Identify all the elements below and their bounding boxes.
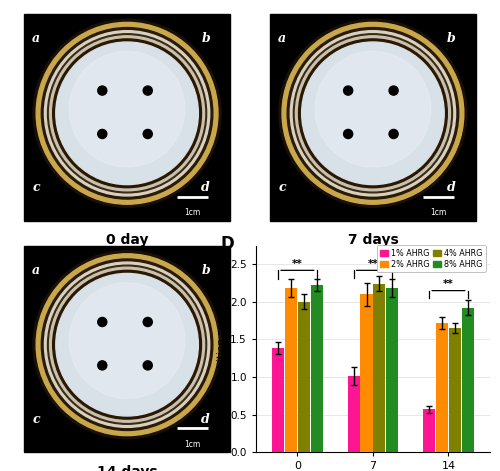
Circle shape [69, 51, 185, 167]
Circle shape [302, 42, 444, 185]
Circle shape [98, 317, 107, 326]
Circle shape [143, 361, 152, 370]
Circle shape [52, 270, 202, 419]
Text: a: a [278, 32, 286, 45]
Bar [310, 285, 323, 452]
Circle shape [50, 267, 204, 422]
Circle shape [50, 36, 204, 191]
Circle shape [98, 86, 107, 95]
Text: d: d [201, 413, 210, 426]
Text: c: c [32, 413, 40, 426]
Circle shape [294, 34, 452, 193]
Text: 0 day: 0 day [106, 233, 148, 247]
Circle shape [33, 19, 221, 207]
Circle shape [44, 31, 209, 196]
Bar [386, 288, 398, 452]
Circle shape [290, 31, 456, 196]
Bar [272, 349, 284, 452]
Bar [373, 284, 386, 452]
Text: 1cm: 1cm [430, 208, 446, 217]
Text: **: ** [368, 259, 378, 269]
Bar [449, 328, 461, 452]
Text: d: d [447, 181, 456, 194]
Circle shape [98, 361, 107, 370]
Bar [462, 308, 474, 452]
Text: b: b [447, 32, 456, 45]
Circle shape [298, 39, 448, 187]
Bar [436, 323, 448, 452]
Text: D: D [220, 235, 234, 253]
Circle shape [42, 259, 213, 430]
Circle shape [389, 86, 398, 95]
Circle shape [282, 23, 464, 204]
Circle shape [344, 130, 352, 138]
Circle shape [287, 28, 458, 199]
Circle shape [389, 130, 398, 138]
Circle shape [56, 42, 199, 185]
Circle shape [36, 23, 218, 204]
Circle shape [279, 19, 467, 207]
Circle shape [296, 36, 450, 191]
Text: 14 days: 14 days [97, 464, 158, 471]
Circle shape [69, 283, 185, 398]
Circle shape [315, 51, 431, 167]
Text: A: A [28, 20, 41, 38]
Bar [298, 302, 310, 452]
Text: C: C [28, 252, 40, 270]
Circle shape [33, 251, 221, 439]
Text: 1cm: 1cm [184, 208, 200, 217]
Bar [423, 409, 436, 452]
Text: b: b [201, 264, 210, 277]
Text: a: a [32, 32, 40, 45]
Circle shape [143, 130, 152, 138]
Text: **: ** [443, 279, 454, 289]
Text: **: ** [292, 259, 303, 269]
Text: b: b [201, 32, 210, 45]
Circle shape [143, 86, 152, 95]
Text: d: d [201, 181, 210, 194]
Text: a: a [32, 264, 40, 277]
Text: B: B [274, 20, 286, 38]
Circle shape [143, 317, 152, 326]
Circle shape [48, 265, 206, 424]
Bar [360, 294, 372, 452]
Circle shape [48, 34, 206, 193]
Text: c: c [32, 181, 40, 194]
Bar [285, 288, 297, 452]
Text: c: c [278, 181, 286, 194]
Y-axis label: Inhibition zone: Inhibition zone [218, 310, 228, 388]
Text: 1cm: 1cm [184, 440, 200, 449]
Circle shape [52, 39, 202, 187]
Circle shape [44, 262, 209, 427]
Circle shape [344, 86, 352, 95]
Bar [348, 375, 360, 452]
Text: 7 days: 7 days [348, 233, 399, 247]
Circle shape [42, 28, 213, 199]
Circle shape [56, 274, 199, 416]
Legend: 1% AHRG, 2% AHRG, 4% AHRG, 8% AHRG: 1% AHRG, 2% AHRG, 4% AHRG, 8% AHRG [377, 245, 486, 272]
Circle shape [98, 130, 107, 138]
Circle shape [36, 254, 218, 436]
